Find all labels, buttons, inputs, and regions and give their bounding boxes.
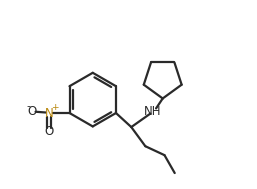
Text: +: +	[51, 103, 58, 112]
Text: NH: NH	[144, 105, 162, 118]
Text: -: -	[26, 101, 30, 111]
Text: O: O	[28, 105, 37, 118]
Text: N: N	[45, 107, 53, 119]
Text: O: O	[44, 125, 54, 138]
